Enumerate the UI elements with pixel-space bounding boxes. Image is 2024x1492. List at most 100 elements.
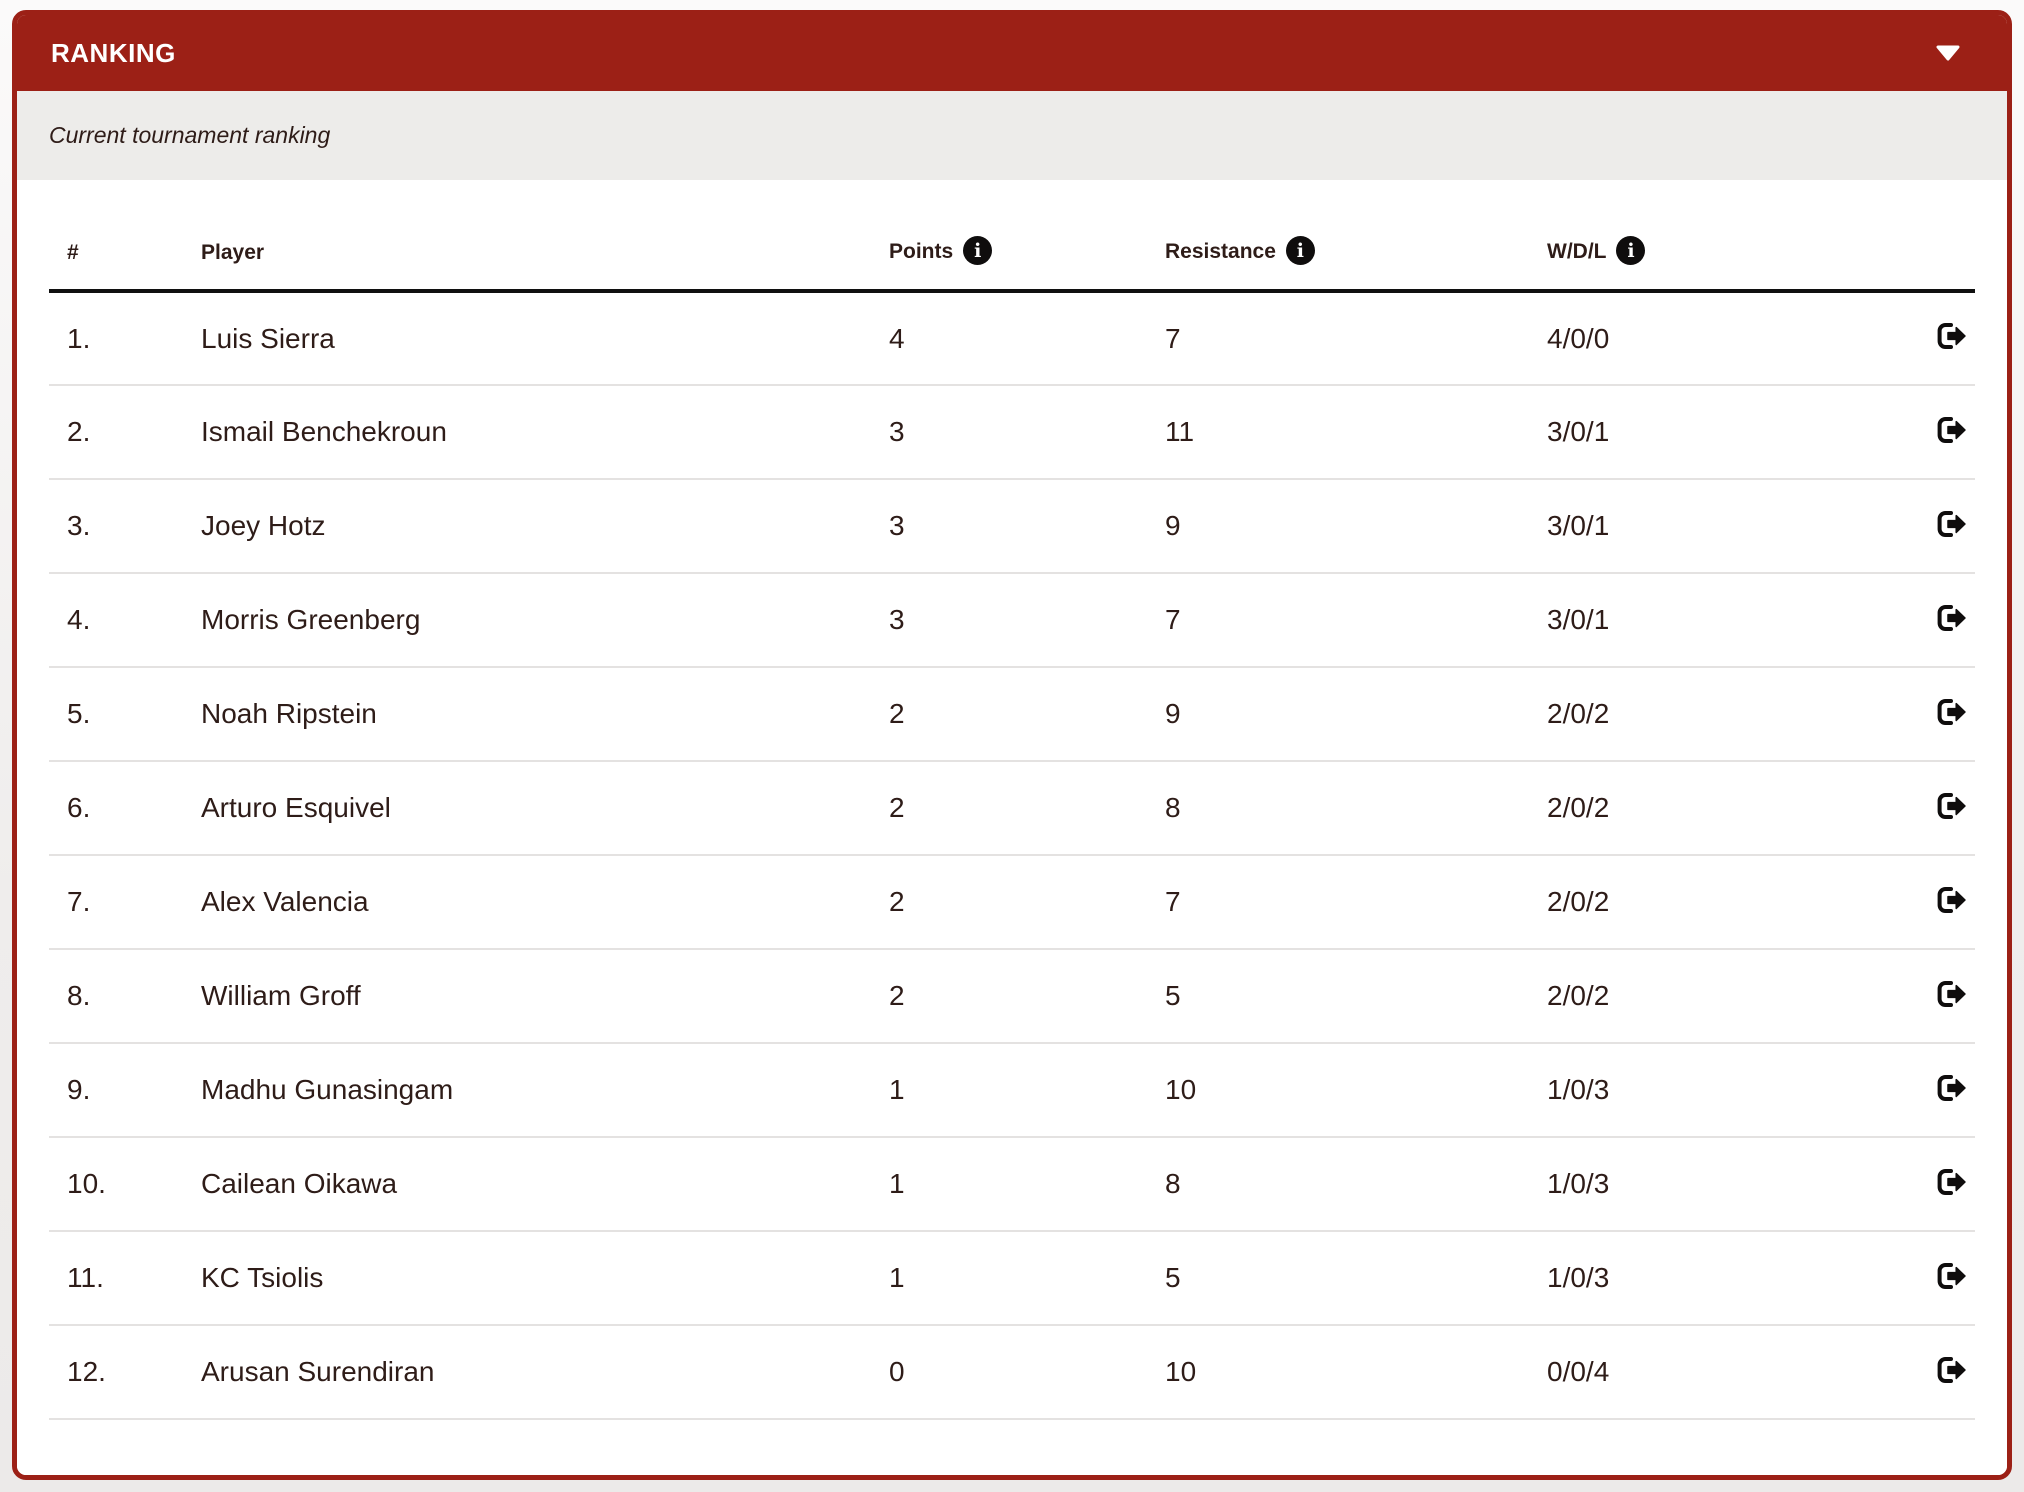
sign-out-icon	[1935, 884, 1967, 916]
actions-cell	[1892, 385, 1975, 480]
panel-header: RANKING	[17, 15, 2007, 91]
rank-cell: 10.	[49, 1137, 201, 1232]
player-sign-out-button[interactable]	[1933, 976, 1969, 1012]
points-cell: 3	[889, 573, 1165, 668]
sign-out-icon	[1935, 1166, 1967, 1198]
points-cell: 1	[889, 1043, 1165, 1138]
wdl-cell: 2/0/2	[1547, 667, 1892, 762]
wdl-cell: 4/0/0	[1547, 291, 1892, 386]
actions-cell	[1892, 479, 1975, 574]
collapse-button[interactable]	[1931, 41, 1965, 65]
rank-cell: 9.	[49, 1043, 201, 1138]
panel-subtitle-bar: Current tournament ranking	[17, 91, 2007, 180]
actions-cell	[1892, 949, 1975, 1044]
sign-out-icon	[1935, 508, 1967, 540]
column-header-wdl: W/D/L i	[1547, 196, 1892, 293]
info-circle-icon[interactable]: i	[963, 236, 993, 265]
column-label: Points	[889, 240, 954, 264]
player-sign-out-button[interactable]	[1933, 506, 1969, 542]
resistance-cell: 10	[1165, 1325, 1547, 1420]
player-sign-out-button[interactable]	[1933, 694, 1969, 730]
player-sign-out-button[interactable]	[1933, 1164, 1969, 1200]
wdl-cell: 2/0/2	[1547, 761, 1892, 856]
rank-cell: 1.	[49, 291, 201, 386]
player-name-cell: Luis Sierra	[201, 291, 889, 386]
table-row: 6. Arturo Esquivel 2 8 2/0/2	[49, 761, 1975, 856]
points-cell: 2	[889, 855, 1165, 950]
column-label: Resistance	[1165, 240, 1276, 264]
player-sign-out-button[interactable]	[1933, 1070, 1969, 1106]
resistance-cell: 7	[1165, 855, 1547, 950]
player-name-cell: Alex Valencia	[201, 855, 889, 950]
table-row: 7. Alex Valencia 2 7 2/0/2	[49, 855, 1975, 950]
panel-title: RANKING	[51, 37, 176, 68]
wdl-cell: 0/0/4	[1547, 1325, 1892, 1420]
actions-cell	[1892, 1231, 1975, 1326]
sign-out-icon	[1935, 1354, 1967, 1386]
player-sign-out-button[interactable]	[1933, 1258, 1969, 1294]
column-header-resistance: Resistance i	[1165, 196, 1547, 293]
actions-cell	[1892, 667, 1975, 762]
rank-cell: 5.	[49, 667, 201, 762]
column-header-actions	[1892, 196, 1975, 293]
points-cell: 3	[889, 479, 1165, 574]
wdl-cell: 1/0/3	[1547, 1043, 1892, 1138]
resistance-cell: 11	[1165, 385, 1547, 480]
column-header-player: Player	[201, 196, 889, 293]
wdl-cell: 3/0/1	[1547, 385, 1892, 480]
player-name-cell: Madhu Gunasingam	[201, 1043, 889, 1138]
player-name-cell: Noah Ripstein	[201, 667, 889, 762]
column-label: Player	[201, 240, 265, 264]
points-cell: 2	[889, 667, 1165, 762]
rank-cell: 12.	[49, 1325, 201, 1420]
column-header-points: Points i	[889, 196, 1165, 293]
table-header-row: # Player Points i Resistance i W/D/L i	[49, 196, 1975, 293]
sign-out-icon	[1935, 1072, 1967, 1104]
player-sign-out-button[interactable]	[1933, 412, 1969, 448]
player-name-cell: Joey Hotz	[201, 479, 889, 574]
player-sign-out-button[interactable]	[1933, 788, 1969, 824]
sign-out-icon	[1935, 696, 1967, 728]
player-sign-out-button[interactable]	[1933, 318, 1969, 354]
points-cell: 1	[889, 1231, 1165, 1326]
wdl-cell: 2/0/2	[1547, 855, 1892, 950]
player-sign-out-button[interactable]	[1933, 882, 1969, 918]
resistance-cell: 7	[1165, 573, 1547, 668]
wdl-cell: 1/0/3	[1547, 1231, 1892, 1326]
wdl-cell: 2/0/2	[1547, 949, 1892, 1044]
rank-cell: 7.	[49, 855, 201, 950]
player-name-cell: Cailean Oikawa	[201, 1137, 889, 1232]
ranking-table: # Player Points i Resistance i W/D/L i	[49, 196, 1975, 1420]
table-row: 2. Ismail Benchekroun 3 11 3/0/1	[49, 385, 1975, 480]
player-sign-out-button[interactable]	[1933, 1352, 1969, 1388]
resistance-cell: 5	[1165, 949, 1547, 1044]
actions-cell	[1892, 1325, 1975, 1420]
table-row: 4. Morris Greenberg 3 7 3/0/1	[49, 573, 1975, 668]
resistance-cell: 8	[1165, 761, 1547, 856]
info-circle-icon[interactable]: i	[1616, 236, 1646, 265]
sign-out-icon	[1935, 320, 1967, 352]
resistance-cell: 9	[1165, 479, 1547, 574]
points-cell: 1	[889, 1137, 1165, 1232]
sign-out-icon	[1935, 1260, 1967, 1292]
info-circle-icon[interactable]: i	[1285, 236, 1315, 265]
rank-cell: 4.	[49, 573, 201, 668]
actions-cell	[1892, 1137, 1975, 1232]
resistance-cell: 5	[1165, 1231, 1547, 1326]
panel-subtitle: Current tournament ranking	[49, 122, 331, 148]
resistance-cell: 9	[1165, 667, 1547, 762]
table-row: 10. Cailean Oikawa 1 8 1/0/3	[49, 1137, 1975, 1232]
sign-out-icon	[1935, 602, 1967, 634]
player-name-cell: Ismail Benchekroun	[201, 385, 889, 480]
player-sign-out-button[interactable]	[1933, 600, 1969, 636]
table-row: 3. Joey Hotz 3 9 3/0/1	[49, 479, 1975, 574]
rank-cell: 8.	[49, 949, 201, 1044]
table-row: 11. KC Tsiolis 1 5 1/0/3	[49, 1231, 1975, 1326]
table-row: 12. Arusan Surendiran 0 10 0/0/4	[49, 1325, 1975, 1420]
rank-cell: 3.	[49, 479, 201, 574]
table-row: 8. William Groff 2 5 2/0/2	[49, 949, 1975, 1044]
resistance-cell: 7	[1165, 291, 1547, 386]
column-label: #	[67, 240, 79, 264]
points-cell: 3	[889, 385, 1165, 480]
sign-out-icon	[1935, 790, 1967, 822]
